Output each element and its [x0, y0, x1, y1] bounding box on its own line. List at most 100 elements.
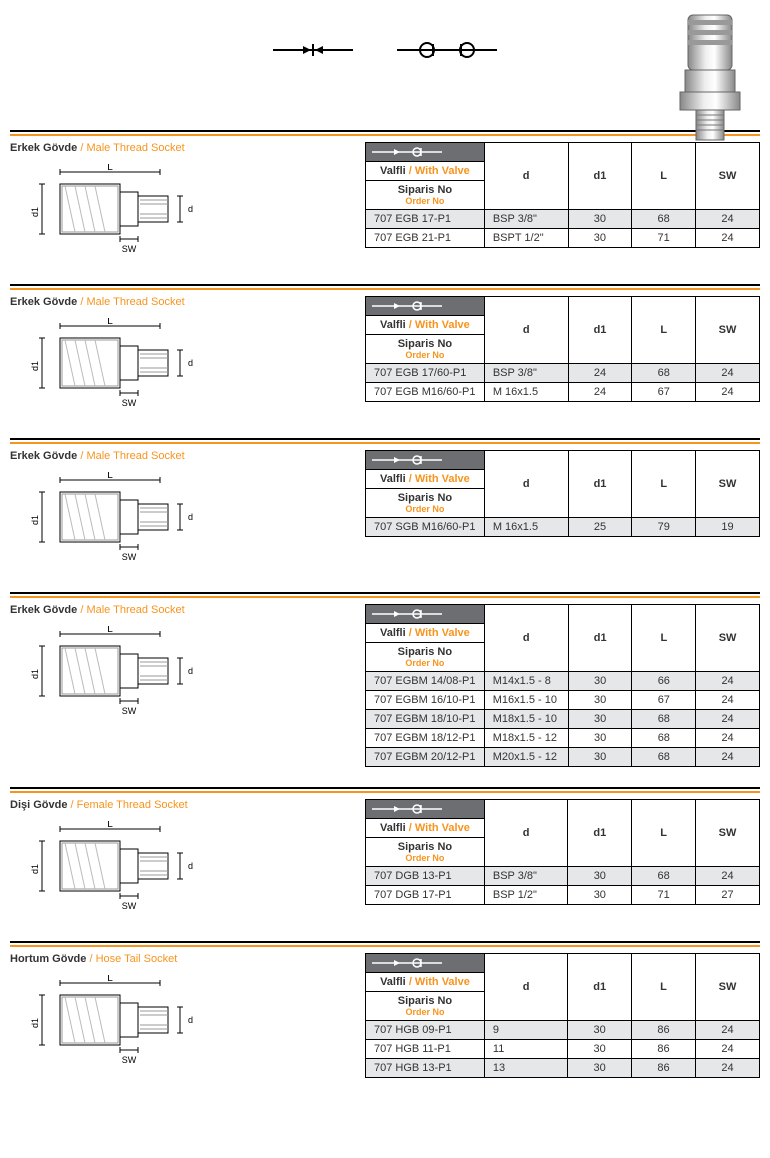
col-SW: SW — [696, 605, 760, 672]
cell-d: BSP 3/8" — [484, 210, 568, 229]
svg-text:d: d — [188, 861, 193, 871]
col-L: L — [632, 451, 696, 518]
cell-d1: 30 — [568, 1021, 632, 1040]
title-tr: Hortum Gövde — [10, 953, 86, 965]
cell-L: 68 — [632, 867, 696, 886]
section-title: Erkek Gövde / Male Thread Socket — [10, 142, 355, 154]
svg-text:L: L — [107, 318, 113, 327]
cell-d1: 30 — [568, 748, 632, 767]
cell-L: 86 — [632, 1021, 696, 1040]
title-en: / Female Thread Socket — [71, 799, 188, 811]
order-label: Siparis NoOrder No — [366, 181, 485, 210]
section: Erkek Gövde / Male Thread Socket L d1 d … — [10, 438, 760, 572]
cell-d: M16x1.5 - 10 — [484, 691, 568, 710]
cell-SW: 24 — [695, 1040, 759, 1059]
title-en: / Male Thread Socket — [80, 604, 184, 616]
svg-text:d1: d1 — [30, 207, 40, 217]
section-title: Erkek Gövde / Male Thread Socket — [10, 296, 355, 308]
title-en: / Male Thread Socket — [80, 296, 184, 308]
cell-SW: 24 — [696, 364, 760, 383]
cell-L: 86 — [632, 1059, 696, 1078]
table-row: 707 DGB 17-P1 BSP 1/2" 30 71 27 — [366, 886, 760, 905]
title-tr: Erkek Gövde — [10, 142, 77, 154]
cell-SW: 24 — [696, 383, 760, 402]
divider-black — [10, 284, 760, 286]
table-row: 707 EGB 17-P1 BSP 3/8" 30 68 24 — [366, 210, 760, 229]
divider-orange — [10, 945, 760, 947]
title-tr: Erkek Gövde — [10, 604, 77, 616]
col-SW: SW — [696, 800, 760, 867]
header-symbol-cell — [366, 143, 485, 162]
table-row: 707 HGB 13-P1 13 30 86 24 — [366, 1059, 760, 1078]
table-row: 707 EGB M16/60-P1 M 16x1.5 24 67 24 — [366, 383, 760, 402]
col-SW: SW — [695, 954, 759, 1021]
flow-symbol-2 — [397, 40, 497, 60]
spec-table: d d1 L SW Valfli / With Valve Siparis No… — [365, 604, 760, 767]
order-label: Siparis NoOrder No — [366, 643, 485, 672]
cell-L: 66 — [632, 672, 696, 691]
cell-order: 707 HGB 11-P1 — [366, 1040, 485, 1059]
col-d1: d1 — [568, 800, 632, 867]
divider-orange — [10, 442, 760, 444]
col-d: d — [484, 297, 568, 364]
col-L: L — [632, 800, 696, 867]
flow-symbol-1 — [273, 40, 353, 60]
cell-d1: 30 — [568, 1040, 632, 1059]
header-symbol-cell — [366, 605, 485, 624]
cell-order: 707 SGB M16/60-P1 — [366, 518, 485, 537]
cell-order: 707 EGBM 20/12-P1 — [366, 748, 485, 767]
divider-orange — [10, 791, 760, 793]
technical-diagram: L d1 d SW — [30, 472, 210, 572]
table-row: 707 SGB M16/60-P1 M 16x1.5 25 79 19 — [366, 518, 760, 537]
svg-text:L: L — [107, 626, 113, 635]
cell-SW: 24 — [696, 691, 760, 710]
section-title: Hortum Gövde / Hose Tail Socket — [10, 953, 355, 965]
cell-d: BSP 3/8" — [484, 364, 568, 383]
technical-diagram: L d1 d SW — [30, 626, 210, 726]
cell-order: 707 EGB M16/60-P1 — [366, 383, 485, 402]
table-row: 707 HGB 09-P1 9 30 86 24 — [366, 1021, 760, 1040]
cell-order: 707 EGBM 18/12-P1 — [366, 729, 485, 748]
valve-label: Valfli / With Valve — [366, 624, 485, 643]
col-L: L — [632, 954, 696, 1021]
top-symbol-row — [10, 10, 760, 130]
valve-label: Valfli / With Valve — [366, 162, 485, 181]
cell-d: M18x1.5 - 10 — [484, 710, 568, 729]
spec-table: d d1 L SW Valfli / With Valve Siparis No… — [365, 296, 760, 402]
cell-d: BSP 1/2" — [484, 886, 568, 905]
cell-order: 707 EGB 21-P1 — [366, 229, 485, 248]
cell-d: M20x1.5 - 12 — [484, 748, 568, 767]
col-d: d — [484, 800, 568, 867]
cell-d1: 24 — [568, 383, 632, 402]
table-row: 707 EGBM 18/10-P1 M18x1.5 - 10 30 68 24 — [366, 710, 760, 729]
cell-d: M 16x1.5 — [484, 518, 568, 537]
col-d: d — [484, 143, 568, 210]
technical-diagram: L d1 d SW — [30, 821, 210, 921]
cell-d1: 30 — [568, 1059, 632, 1078]
order-label: Siparis NoOrder No — [366, 335, 485, 364]
svg-text:d1: d1 — [30, 515, 40, 525]
svg-text:d1: d1 — [30, 361, 40, 371]
table-row: 707 DGB 13-P1 BSP 3/8" 30 68 24 — [366, 867, 760, 886]
cell-d: 11 — [484, 1040, 567, 1059]
section-title: Erkek Gövde / Male Thread Socket — [10, 450, 355, 462]
valve-label: Valfli / With Valve — [366, 470, 485, 489]
cell-order: 707 EGB 17-P1 — [366, 210, 485, 229]
cell-L: 68 — [632, 729, 696, 748]
cell-d1: 24 — [568, 364, 632, 383]
cell-d1: 30 — [568, 229, 632, 248]
col-SW: SW — [696, 143, 760, 210]
divider-black — [10, 130, 760, 132]
cell-d1: 30 — [568, 729, 632, 748]
col-d: d — [484, 605, 568, 672]
title-tr: Erkek Gövde — [10, 296, 77, 308]
section-title: Erkek Gövde / Male Thread Socket — [10, 604, 355, 616]
title-tr: Dişi Gövde — [10, 799, 67, 811]
svg-text:d1: d1 — [30, 669, 40, 679]
technical-diagram: L d1 d SW — [30, 975, 210, 1075]
cell-order: 707 EGB 17/60-P1 — [366, 364, 485, 383]
svg-text:SW: SW — [122, 1055, 137, 1065]
table-row: 707 EGB 17/60-P1 BSP 3/8" 24 68 24 — [366, 364, 760, 383]
cell-SW: 27 — [696, 886, 760, 905]
section-title: Dişi Gövde / Female Thread Socket — [10, 799, 355, 811]
